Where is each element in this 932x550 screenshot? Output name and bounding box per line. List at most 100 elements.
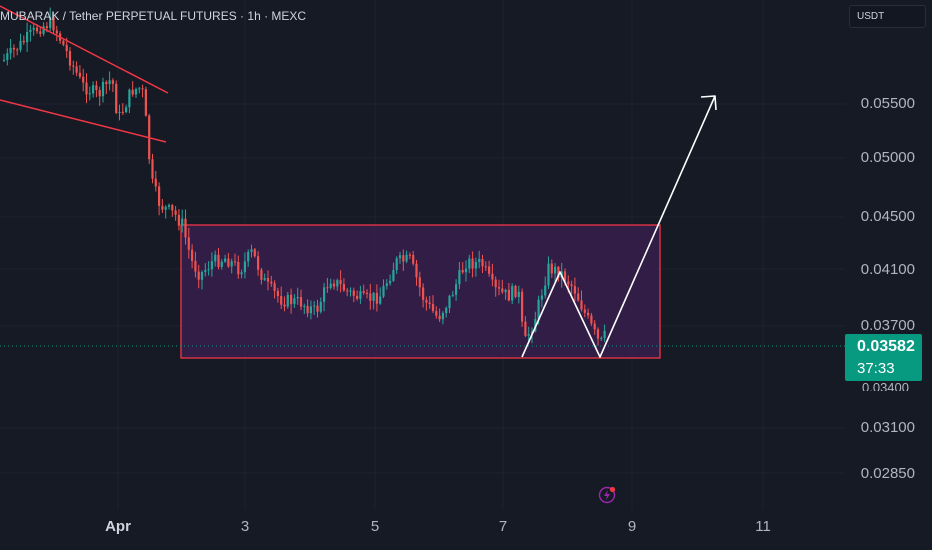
candle-body	[554, 266, 557, 274]
candle-body	[220, 261, 223, 268]
candle-body	[141, 88, 144, 90]
candle-body	[336, 280, 339, 287]
candle-body	[481, 259, 484, 267]
candle-body	[154, 178, 157, 187]
candle-body	[540, 295, 543, 300]
candle-body	[567, 281, 570, 285]
candle-body	[134, 89, 138, 95]
candle-body	[95, 85, 98, 91]
candle-body	[144, 89, 147, 116]
candlestick-series	[2, 7, 606, 346]
candle-body	[55, 30, 58, 34]
candle-body	[379, 296, 382, 304]
currency-selector-button[interactable]: USDT	[849, 5, 926, 28]
candle-body	[425, 299, 428, 303]
candle-body	[68, 51, 72, 66]
candle-body	[108, 80, 111, 85]
candle-body	[603, 330, 606, 339]
chart-title: MUBARAK / Tether PERPETUAL FUTURES · 1h …	[0, 9, 307, 23]
candle-body	[177, 214, 180, 226]
candle-body	[233, 261, 237, 263]
candle-body	[22, 40, 25, 43]
candle-body	[461, 270, 464, 273]
candle-body	[471, 258, 474, 269]
candle-body	[339, 280, 342, 285]
projection-zigzag[interactable]	[521, 95, 716, 358]
candle-body	[346, 290, 349, 292]
candle-body	[309, 306, 312, 314]
candle-body	[550, 263, 553, 274]
candle-body	[39, 31, 42, 34]
candle-body	[105, 82, 108, 85]
candle-body	[415, 263, 418, 278]
candle-body	[230, 261, 233, 267]
candle-body	[217, 254, 220, 268]
candle-body	[187, 237, 190, 250]
candle-body	[253, 249, 256, 257]
candle-body	[412, 255, 415, 264]
falling-wedge[interactable]	[0, 5, 169, 143]
candle-body	[359, 291, 362, 299]
candle-body	[478, 259, 481, 263]
candle-body	[111, 80, 114, 84]
candle-body	[422, 287, 425, 300]
candle-body	[316, 305, 319, 312]
candle-body	[6, 53, 9, 60]
candle-body	[19, 40, 22, 50]
candle-body	[590, 315, 593, 324]
candle-body	[511, 285, 514, 301]
candle-body	[286, 294, 289, 307]
candle-body	[448, 295, 451, 308]
candle-body	[451, 294, 454, 296]
wedge-lower-trendline[interactable]	[0, 99, 167, 143]
candle-body	[260, 269, 263, 280]
candle-body	[101, 82, 105, 97]
candle-body	[504, 289, 507, 293]
candle-body	[438, 315, 441, 320]
wedge-upper-trendline[interactable]	[0, 5, 169, 94]
candle-body	[12, 47, 15, 50]
projection-path[interactable]	[521, 95, 717, 358]
candle-body	[352, 290, 355, 296]
price-tick: 0.02850	[860, 465, 915, 482]
candle-body	[372, 292, 375, 301]
candle-body	[263, 278, 266, 280]
candle-body	[224, 258, 227, 262]
candle-body	[507, 289, 510, 301]
candle-body	[570, 284, 573, 287]
candle-body	[408, 254, 411, 256]
candle-body	[544, 285, 547, 296]
candle-body	[270, 281, 273, 284]
projection-arrowhead	[700, 95, 717, 111]
candle-body	[210, 261, 213, 270]
candle-body	[158, 186, 161, 206]
candle-body	[369, 293, 372, 301]
lightning-bolt-icon[interactable]	[598, 486, 616, 504]
candle-body	[323, 287, 326, 302]
candle-body	[62, 40, 65, 45]
candle-body	[587, 312, 590, 316]
candle-body	[402, 255, 405, 262]
candle-body	[92, 85, 95, 94]
candle-body	[266, 278, 270, 282]
range-box[interactable]	[180, 224, 661, 359]
price-tick: 0.04100	[860, 261, 915, 278]
candle-body	[441, 313, 444, 320]
candle-body	[243, 261, 246, 273]
price-tick: 0.05500	[860, 95, 915, 112]
candle-body	[194, 260, 197, 272]
candle-body	[115, 83, 118, 113]
candle-body	[78, 72, 81, 77]
candle-body	[573, 286, 576, 294]
candle-body	[65, 44, 68, 52]
candle-body	[547, 263, 550, 286]
candle-body	[125, 107, 128, 112]
candle-body	[197, 271, 200, 280]
price-tick-partially-hidden: 0.03400	[862, 382, 909, 391]
price-tick: 0.03100	[860, 419, 915, 436]
candle-body	[342, 284, 345, 291]
candle-body	[32, 27, 35, 30]
candle-body	[537, 299, 540, 320]
candle-body	[171, 205, 174, 211]
